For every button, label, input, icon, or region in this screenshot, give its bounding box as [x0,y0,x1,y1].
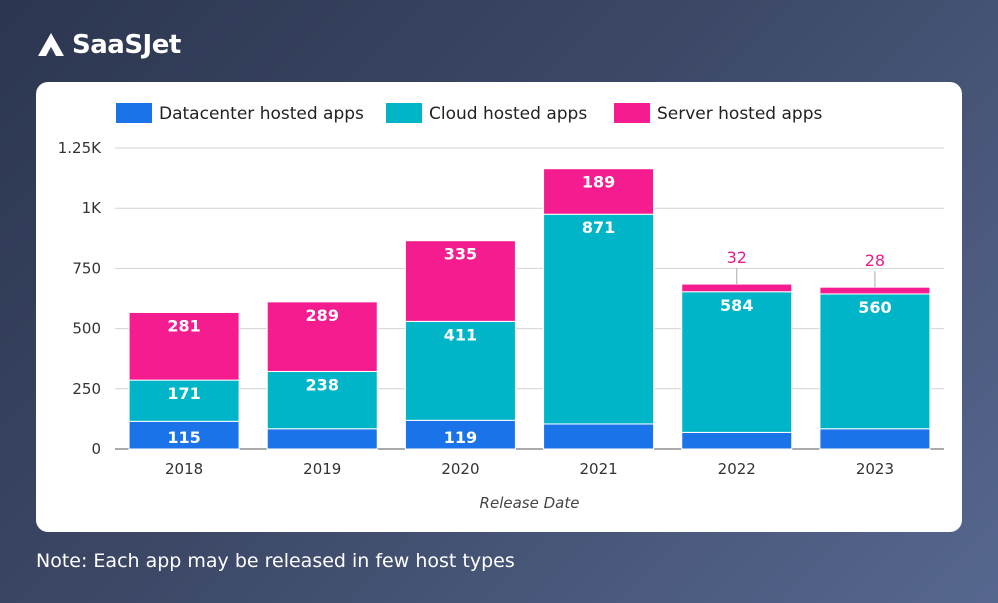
bar-segment [543,423,655,450]
bar-segment [543,168,655,215]
y-tick-label: 250 [72,380,101,398]
y-tick-label: 1K [82,199,103,217]
bar-segment [404,240,516,322]
legend-label: Cloud hosted apps [429,104,587,124]
data-label: 560 [858,298,891,317]
bar-segment [266,301,378,372]
bar-segment [266,428,378,450]
legend-label: Server hosted apps [657,104,823,124]
chart-card: 0 250 500 750 1K 1.25K Datacenter hosted apps C… [36,82,962,532]
legend-swatch [116,103,152,123]
y-tick-label: 500 [72,320,101,338]
data-label: 335 [444,245,477,264]
x-tick-label: 2019 [303,460,341,478]
data-label: 119 [444,428,477,447]
y-tick-label: 750 [72,259,101,277]
bar-segment [681,431,793,450]
bar-segment [404,419,516,450]
data-label: 32 [727,248,747,267]
x-tick-label: 2021 [579,460,617,478]
bar-segment [128,379,240,422]
data-label: 238 [306,375,339,394]
legend-label: Datacenter hosted apps [159,104,364,124]
legend-swatch [386,103,422,123]
data-label: 115 [167,428,200,447]
data-label: 171 [167,384,200,403]
brand-name: SaaSJet [72,30,181,60]
data-label: 189 [582,173,615,192]
data-label: 289 [306,306,339,325]
bar-segment [128,311,240,381]
bar-segment [266,370,378,430]
data-label: 871 [582,218,615,237]
bar-segment [681,291,793,433]
bar-segment [128,420,240,450]
y-tick-label: 0 [91,440,101,458]
data-label: 584 [720,296,753,315]
data-label: 411 [444,325,477,344]
x-axis-title: Release Date [480,494,580,512]
y-tick-label: 1.25K [58,139,102,157]
x-tick-label: 2020 [441,460,479,478]
bar-segment [404,320,516,421]
stacked-bar-chart: 0 250 500 750 1K 1.25K Datacenter hosted apps C… [58,103,944,512]
bar-segment [819,293,931,430]
bar-segment [543,213,655,425]
legend-swatch [614,103,650,123]
x-tick-label: 2022 [718,460,756,478]
saasjet-logo-icon [38,33,64,56]
brand: SaaSJet [36,30,181,60]
data-label: 281 [167,316,200,335]
data-label: 28 [865,251,885,270]
bar-segment [819,286,931,295]
bar-segment [819,428,931,450]
bar-segment [681,283,793,293]
footnote: Note: Each app may be released in few ho… [36,550,515,572]
x-tick-label: 2018 [165,460,203,478]
x-tick-label: 2023 [856,460,894,478]
